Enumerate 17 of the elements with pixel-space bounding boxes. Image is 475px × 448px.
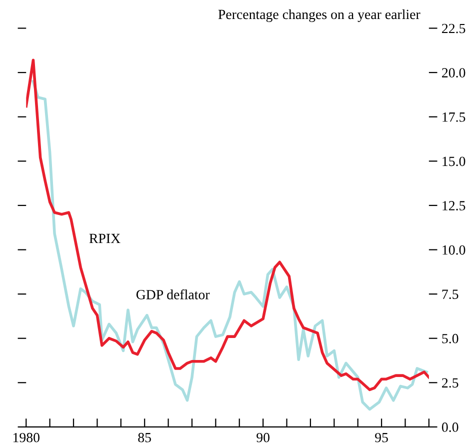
y-tick-label: 10.0 [442, 245, 466, 255]
y-tick-label: 7.5 [442, 290, 458, 300]
y-tick-label: 5.0 [442, 334, 458, 344]
y-tick-label: 2.5 [442, 378, 458, 388]
x-tick-label: 85 [138, 432, 151, 442]
chart-title: Percentage changes on a year earlier [218, 9, 420, 22]
series-label: GDP deflator [136, 289, 210, 300]
y-tick-label: 20.0 [442, 68, 466, 78]
x-tick-label: 90 [256, 432, 270, 442]
x-tick-label: 95 [375, 432, 388, 442]
y-tick-label: 17.5 [442, 112, 466, 122]
y-tick-label: 0.0 [442, 422, 458, 432]
x-tick-label: 1980 [13, 432, 40, 442]
y-tick-label: 15.0 [442, 156, 466, 166]
y-tick-label: 22.5 [442, 24, 466, 34]
series-label: RPIX [89, 234, 120, 244]
y-tick-label: 12.5 [442, 201, 466, 210]
